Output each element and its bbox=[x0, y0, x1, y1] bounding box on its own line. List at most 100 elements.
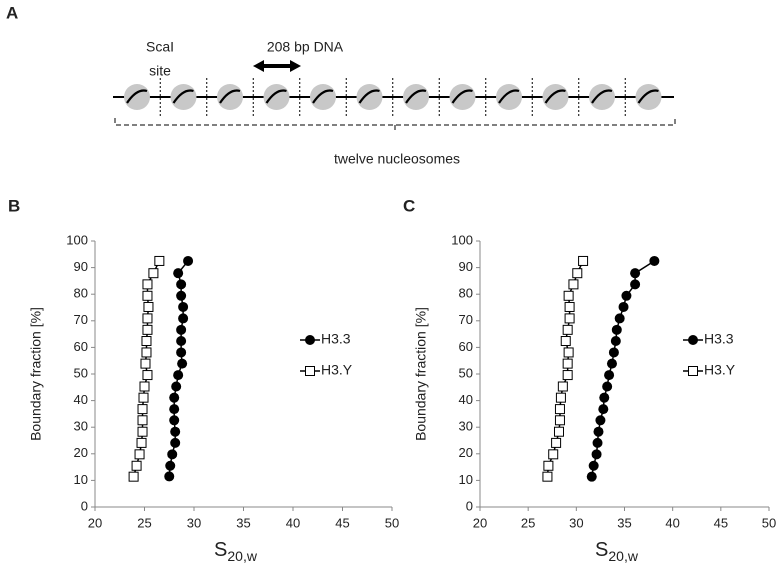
point bbox=[554, 415, 565, 426]
point bbox=[593, 426, 604, 437]
y-tick-label: 80 bbox=[74, 286, 88, 301]
point bbox=[543, 460, 554, 471]
y-tick-label: 90 bbox=[74, 259, 88, 274]
point bbox=[621, 290, 632, 301]
nucleosome bbox=[403, 84, 429, 110]
point bbox=[604, 370, 615, 381]
point bbox=[591, 449, 602, 460]
chart: B 0 10 20 30 40 50 60 70 80 90 100 20 25 30 35 40 45 50 Bou… bbox=[8, 196, 399, 563]
dna-label: 208 bp DNA bbox=[267, 39, 344, 55]
point bbox=[176, 347, 187, 358]
y-tick-label: 60 bbox=[459, 339, 473, 354]
legend-label: H3.3 bbox=[321, 331, 351, 347]
legend-marker bbox=[688, 366, 698, 376]
point bbox=[553, 426, 564, 437]
point bbox=[137, 426, 148, 437]
point bbox=[173, 268, 184, 279]
point bbox=[572, 268, 583, 279]
point bbox=[595, 415, 606, 426]
point bbox=[169, 404, 180, 415]
arrow-head bbox=[253, 60, 264, 72]
point bbox=[148, 268, 159, 279]
y-axis-label: Boundary fraction [%] bbox=[28, 307, 44, 441]
array-label: twelve nucleosomes bbox=[334, 151, 460, 167]
legend-marker bbox=[305, 335, 315, 345]
point bbox=[611, 324, 622, 335]
point bbox=[614, 313, 625, 324]
y-tick-label: 40 bbox=[459, 392, 473, 407]
point bbox=[560, 336, 571, 347]
point bbox=[142, 370, 153, 381]
x-tick-label: 50 bbox=[762, 515, 776, 530]
point bbox=[140, 358, 151, 369]
dna-wrap bbox=[172, 89, 194, 104]
point bbox=[137, 415, 148, 426]
diagram: A ScaI site 208 bp DNA twelve nucleosome… bbox=[6, 3, 676, 167]
x-label-main: S bbox=[214, 539, 227, 561]
point bbox=[542, 471, 553, 482]
x-tick-label: 45 bbox=[335, 515, 349, 530]
x-tick-label: 35 bbox=[236, 515, 250, 530]
point bbox=[564, 313, 575, 324]
point bbox=[551, 437, 562, 448]
dna-wrap bbox=[451, 89, 473, 104]
dna-wrap bbox=[265, 89, 287, 104]
x-tick-label: 30 bbox=[569, 515, 583, 530]
x-label-main: S bbox=[595, 539, 608, 561]
x-tick-label: 25 bbox=[137, 515, 151, 530]
nucleosome bbox=[217, 84, 243, 110]
point bbox=[139, 381, 150, 392]
nucleosome bbox=[310, 84, 336, 110]
site-label: ScaI bbox=[146, 39, 174, 55]
point bbox=[128, 471, 139, 482]
point bbox=[176, 290, 187, 301]
point bbox=[176, 324, 187, 335]
point bbox=[598, 404, 609, 415]
point bbox=[167, 449, 178, 460]
y-tick-label: 30 bbox=[74, 419, 88, 434]
point bbox=[154, 255, 165, 266]
x-tick-label: 25 bbox=[521, 515, 535, 530]
y-tick-label: 60 bbox=[74, 339, 88, 354]
point bbox=[618, 301, 629, 312]
point bbox=[169, 392, 180, 403]
point bbox=[610, 336, 621, 347]
y-axis-label: Boundary fraction [%] bbox=[413, 307, 429, 441]
x-tick-label: 35 bbox=[617, 515, 631, 530]
dna-wrap bbox=[637, 89, 659, 104]
point bbox=[171, 381, 182, 392]
y-tick-label: 30 bbox=[459, 419, 473, 434]
point bbox=[578, 255, 589, 266]
dna-wrap bbox=[219, 89, 241, 104]
point bbox=[548, 449, 559, 460]
panel-label: C bbox=[403, 196, 415, 215]
point bbox=[588, 460, 599, 471]
point bbox=[557, 381, 568, 392]
nucleosome bbox=[589, 84, 615, 110]
point bbox=[563, 347, 574, 358]
point bbox=[592, 437, 603, 448]
dna-wrap bbox=[498, 89, 520, 104]
nucleosome bbox=[356, 84, 383, 110]
point bbox=[630, 268, 641, 279]
point bbox=[169, 415, 180, 426]
point bbox=[649, 255, 660, 266]
dna-wrap bbox=[544, 89, 566, 104]
x-tick-label: 45 bbox=[714, 515, 728, 530]
dna-wrap bbox=[591, 89, 613, 104]
nucleosome bbox=[542, 84, 569, 110]
nucleosome bbox=[496, 84, 522, 110]
y-tick-label: 50 bbox=[459, 365, 473, 380]
point bbox=[170, 426, 181, 437]
point bbox=[173, 370, 184, 381]
legend-label: H3.3 bbox=[704, 331, 734, 347]
point bbox=[176, 279, 187, 290]
bracket bbox=[114, 118, 676, 132]
chart: C 0 10 20 30 40 50 60 70 80 90 100 20 25 30 35 40 45 50 Bou… bbox=[403, 196, 776, 563]
point bbox=[555, 392, 566, 403]
point bbox=[586, 471, 597, 482]
point bbox=[177, 358, 188, 369]
point bbox=[602, 381, 613, 392]
point bbox=[564, 301, 575, 312]
